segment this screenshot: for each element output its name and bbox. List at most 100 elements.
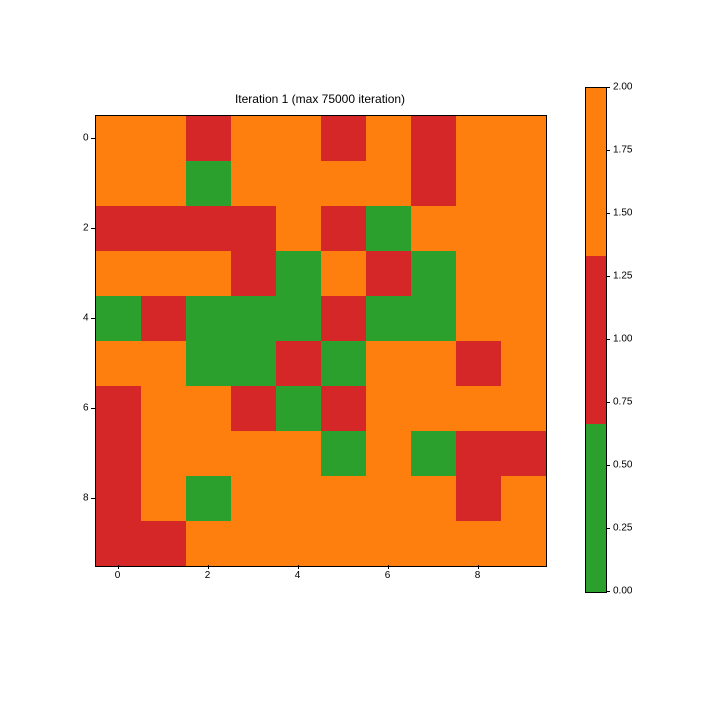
heatmap-cell [96,341,141,386]
colorbar-segment [586,88,606,256]
heatmap-cell [411,521,456,566]
heatmap-cell [276,161,321,206]
y-tick-mark [91,498,95,499]
heatmap-cell [96,431,141,476]
heatmap-cell [501,431,546,476]
heatmap-cell [186,161,231,206]
y-tick-label: 8 [83,492,89,503]
x-tick-mark [298,565,299,569]
heatmap-cell [231,251,276,296]
y-tick-label: 0 [83,132,89,143]
heatmap-cell [321,431,366,476]
heatmap-cell [366,386,411,431]
heatmap-cell [141,296,186,341]
heatmap-cell [456,251,501,296]
heatmap-cell [321,206,366,251]
heatmap-cell [186,251,231,296]
colorbar-tick-label: 1.00 [613,334,632,345]
heatmap-cell [411,296,456,341]
heatmap-cell [96,476,141,521]
heatmap-cell [186,521,231,566]
heatmap-cell [276,116,321,161]
heatmap-cell [501,296,546,341]
heatmap-cell [366,206,411,251]
heatmap-cell [501,476,546,521]
heatmap-cell [96,251,141,296]
colorbar-tick-mark [606,465,610,466]
heatmap-cell [96,206,141,251]
heatmap-cell [141,116,186,161]
heatmap-cell [96,116,141,161]
colorbar-tick-label: 1.25 [613,271,632,282]
colorbar-tick-label: 1.75 [613,145,632,156]
heatmap-cell [411,206,456,251]
colorbar-tick-label: 0.25 [613,523,632,534]
heatmap-cell [141,161,186,206]
heatmap-cell [141,341,186,386]
x-tick-label: 0 [115,570,121,581]
colorbar [585,87,607,593]
x-tick-label: 4 [295,570,301,581]
heatmap-cell [231,386,276,431]
colorbar-tick-mark [606,213,610,214]
y-tick-mark [91,318,95,319]
x-tick-mark [388,565,389,569]
heatmap-cell [366,116,411,161]
heatmap-cell [276,206,321,251]
heatmap-cell [411,341,456,386]
heatmap-cell [276,296,321,341]
heatmap-cell [321,296,366,341]
colorbar-tick-label: 0.50 [613,460,632,471]
colorbar-tick-mark [606,276,610,277]
heatmap-cell [186,431,231,476]
heatmap-cell [456,116,501,161]
heatmap-cell [96,161,141,206]
colorbar-tick-mark [606,528,610,529]
heatmap-cell [321,161,366,206]
colorbar-tick-label: 0.00 [613,586,632,597]
heatmap-cell [141,251,186,296]
heatmap-cell [186,296,231,341]
colorbar-tick-mark [606,339,610,340]
heatmap-cell [411,431,456,476]
heatmap-cell [186,341,231,386]
heatmap-cell [501,206,546,251]
heatmap-cell [186,476,231,521]
heatmap-cell [186,116,231,161]
heatmap-cell [456,296,501,341]
heatmap-cell [411,386,456,431]
heatmap-cell [321,116,366,161]
heatmap-cell [456,431,501,476]
heatmap-cell [456,206,501,251]
heatmap-cell [411,251,456,296]
y-tick-mark [91,408,95,409]
heatmap-cell [96,521,141,566]
y-tick-label: 6 [83,402,89,413]
heatmap-cell [501,161,546,206]
heatmap-cell [456,341,501,386]
heatmap-cell [366,476,411,521]
heatmap-cell [276,476,321,521]
heatmap-cell [321,386,366,431]
colorbar-segment [586,424,606,592]
chart-title: Iteration 1 (max 75000 iteration) [95,92,545,106]
heatmap-cell [366,251,411,296]
heatmap-cell [231,341,276,386]
colorbar-segment [586,256,606,424]
heatmap-cell [141,206,186,251]
heatmap-cell [141,476,186,521]
x-tick-label: 8 [475,570,481,581]
heatmap-cell [366,341,411,386]
heatmap-cell [141,521,186,566]
heatmap-cell [276,431,321,476]
heatmap-cell [366,161,411,206]
heatmap-cell [276,521,321,566]
colorbar-tick-mark [606,87,610,88]
heatmap-cell [456,476,501,521]
heatmap-cell [276,251,321,296]
heatmap-cell [501,116,546,161]
colorbar-tick-label: 1.50 [613,208,632,219]
colorbar-tick-label: 2.00 [613,82,632,93]
heatmap-cell [321,521,366,566]
heatmap-cell [231,116,276,161]
